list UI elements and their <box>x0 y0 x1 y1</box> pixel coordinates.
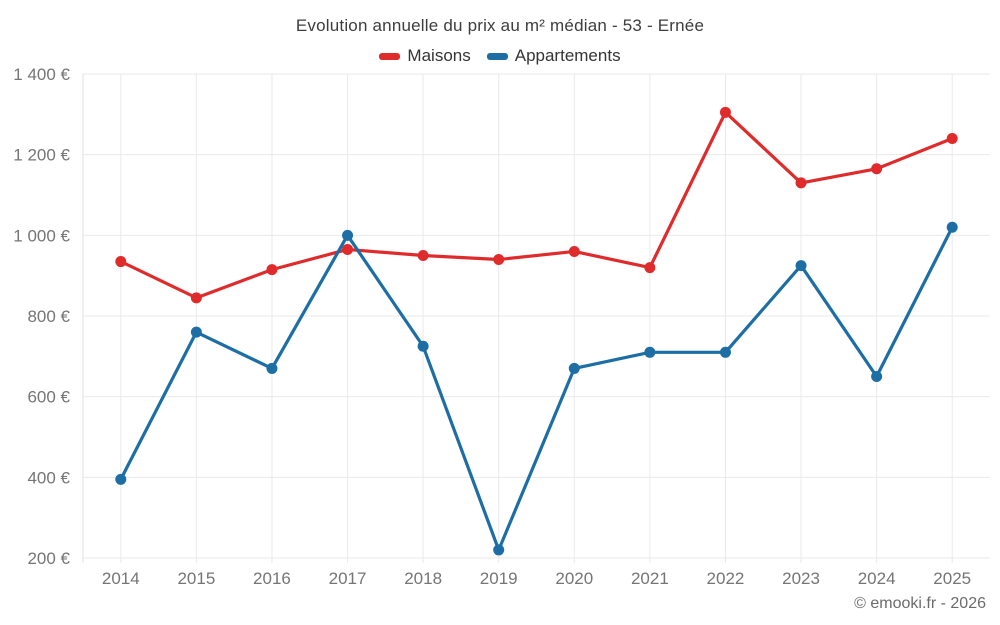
data-point-maisons[interactable] <box>417 250 429 261</box>
y-axis-tick-label: 1 000 € <box>13 226 70 245</box>
data-point-appartements[interactable] <box>795 260 807 272</box>
x-axis-tick-label: 2015 <box>177 569 215 588</box>
x-axis-tick-label: 2023 <box>782 569 820 588</box>
x-axis-tick-label: 2024 <box>858 569 896 588</box>
x-axis-tick-label: 2020 <box>555 569 593 588</box>
y-axis-tick-label: 1 400 € <box>13 65 70 84</box>
y-axis-tick-label: 1 200 € <box>13 146 70 165</box>
legend-label-appartements: Appartements <box>514 46 621 65</box>
x-axis-tick-label: 2022 <box>707 569 745 588</box>
data-point-maisons[interactable] <box>493 254 505 266</box>
x-axis-tick-label: 2016 <box>253 569 291 588</box>
y-axis-tick-label: 600 € <box>27 388 70 407</box>
data-point-appartements[interactable] <box>266 362 278 374</box>
x-axis-tick-label: 2019 <box>480 569 518 588</box>
data-point-appartements[interactable] <box>115 473 127 485</box>
chart-title: Evolution annuelle du prix au m² médian … <box>295 16 705 35</box>
series-line-appartements <box>119 225 954 552</box>
legend-swatch-maisons <box>379 52 401 60</box>
data-point-maisons[interactable] <box>795 177 807 189</box>
data-point-maisons[interactable] <box>644 262 656 274</box>
legend-swatch-appartements <box>486 52 508 60</box>
data-point-maisons[interactable] <box>115 256 127 268</box>
x-axis-tick-label: 2025 <box>933 569 971 588</box>
y-axis-tick-label: 400 € <box>27 468 70 487</box>
legend-item-appartements[interactable]: Appartements <box>486 46 621 66</box>
data-point-appartements[interactable] <box>719 346 731 358</box>
y-axis-tick-label: 800 € <box>27 307 70 326</box>
data-point-maisons[interactable] <box>946 133 958 145</box>
data-point-maisons[interactable] <box>266 264 278 276</box>
data-point-maisons[interactable] <box>190 292 202 304</box>
y-axis-tick-label: 200 € <box>27 549 70 568</box>
legend-item-maisons[interactable]: Maisons <box>379 46 471 66</box>
data-point-appartements[interactable] <box>568 362 580 374</box>
data-point-appartements[interactable] <box>190 326 202 338</box>
data-point-maisons[interactable] <box>568 245 580 257</box>
copyright: © emooki.fr - 2026 <box>854 595 986 612</box>
legend-label-maisons: Maisons <box>407 46 471 65</box>
data-point-appartements[interactable] <box>342 229 354 241</box>
x-axis-tick-label: 2018 <box>404 569 442 588</box>
legend: Maisons Appartements <box>0 46 1000 66</box>
data-point-appartements[interactable] <box>871 371 883 382</box>
data-point-appartements[interactable] <box>644 346 656 358</box>
x-axis-tick-label: 2021 <box>631 569 669 588</box>
data-point-appartements[interactable] <box>493 544 505 556</box>
data-point-maisons[interactable] <box>871 163 883 175</box>
series-line-maisons <box>119 110 954 300</box>
data-point-appartements[interactable] <box>417 340 429 352</box>
data-point-maisons[interactable] <box>342 243 354 255</box>
x-axis-tick-label: 2014 <box>102 569 140 588</box>
data-point-maisons[interactable] <box>719 106 731 118</box>
data-point-appartements[interactable] <box>946 221 958 233</box>
x-axis-tick-label: 2017 <box>329 569 367 588</box>
